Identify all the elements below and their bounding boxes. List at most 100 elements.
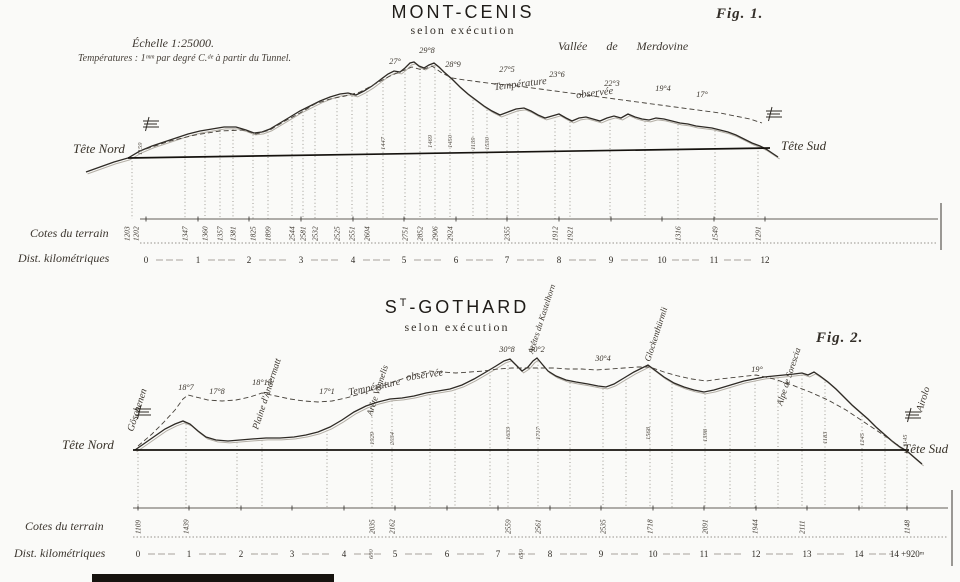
tunnel-portal-icon [135, 404, 151, 420]
terrain-elevation-value: 2532 [311, 226, 320, 241]
fig2-north-portal-label: Tête Nord [62, 437, 114, 452]
profile-elevation-mark: 1245 [859, 432, 866, 446]
terrain-elevation-value: 1203 [123, 226, 132, 241]
profile-elevation-mark: 1447 [380, 136, 387, 150]
place-name-label: Glockenthürmli [642, 305, 669, 362]
fig2-figure-label: Fig. 2. [816, 330, 864, 346]
temperature-value: 29°8 [419, 46, 435, 55]
tunnel-line [127, 147, 771, 159]
terrain-elevation-value: 1439 [182, 519, 191, 534]
fig1-temperature-note: Températures : 1ᵐᵐ par degré C.ᵈᵉ à part… [78, 53, 292, 64]
profile-elevation-mark: 2034 [389, 431, 396, 445]
temperature-dashed-curve [145, 65, 763, 150]
temperature-value: 18°15 [252, 378, 272, 387]
distance-value: 11 [700, 549, 709, 559]
temperature-value: 28°9 [445, 60, 461, 69]
terrain-elevation-value: 1202 [132, 226, 141, 241]
fig1-figure-label: Fig. 1. [716, 6, 764, 22]
distance-value: 8 [548, 549, 553, 559]
distance-value: 2 [247, 255, 252, 265]
terrain-elevation-value: 1381 [229, 226, 238, 241]
terrain-elevation-value: 2035 [368, 519, 377, 534]
terrain-elevation-value: 1718 [646, 519, 655, 534]
terrain-elevation-value: 2091 [701, 519, 710, 534]
distance-value: 13 [803, 549, 813, 559]
terrain-elevation-value: 2535 [599, 519, 608, 534]
fig1-north-portal-label: Tête Nord [73, 141, 125, 156]
terrain-elevation-value: 1944 [751, 519, 760, 534]
axis-extra-mark: 600 [368, 549, 375, 560]
distance-value: 14 +920ᵐ [890, 549, 925, 559]
fig1-subtitle: selon exécution [410, 23, 516, 37]
fig1-title: MONT-CENIS [391, 2, 535, 22]
terrain-elevation-value: 1360 [201, 226, 210, 241]
fig2-south-portal-label: Tête Sud [903, 441, 949, 456]
fig2-kilometric-distances-row-label: Dist. kilométriques [14, 546, 106, 560]
distance-value: 8 [557, 255, 562, 265]
fig2-title: ST-GOTHARD [384, 297, 530, 317]
fig2-subtitle: selon exécution [404, 320, 510, 334]
distance-value: 11 [710, 255, 719, 265]
tunnel-portal-icon [905, 407, 921, 423]
temperature-value: 17°1 [319, 387, 335, 396]
tunnel-portal-icon [766, 106, 782, 122]
profile-elevation-mark: 1929 [369, 431, 376, 445]
distance-value: 1 [196, 255, 201, 265]
profile-elevation-mark: 1717 [535, 426, 542, 440]
distance-value: 7 [505, 255, 510, 265]
temperature-value: 30°2 [528, 345, 545, 354]
temperature-value: 17° [696, 90, 708, 99]
distance-value: 5 [402, 255, 407, 265]
distance-value: 0 [136, 549, 141, 559]
tunnel-portal-icon [143, 116, 159, 132]
terrain-elevation-value: 2906 [431, 226, 440, 241]
profile-elevation-mark: 1183 [822, 431, 829, 444]
distance-value: 14 [855, 549, 865, 559]
distance-value: 2 [239, 549, 244, 559]
distance-value: 6 [454, 255, 459, 265]
temperature-value: 30°4 [594, 354, 611, 363]
temperature-value: 22°3 [604, 79, 620, 88]
terrain-elevation-value: 1109 [134, 520, 143, 534]
terrain-elevation-value: 2852 [416, 226, 425, 241]
terrain-elevation-value: 2551 [348, 226, 357, 241]
temperature-value: 17°8 [209, 387, 225, 396]
distance-value: 4 [351, 255, 356, 265]
temperature-value: 18°7 [178, 383, 194, 392]
terrain-profile-line [134, 357, 923, 465]
temperature-value: 19°4 [655, 84, 671, 93]
profile-elevation-mark: 1469 [427, 134, 434, 148]
profile-elevation-mark: 1450 [447, 134, 454, 148]
scan-artifact-bar [92, 574, 334, 582]
terrain-elevation-value: 1148 [903, 520, 912, 534]
terrain-elevation-value: 2581 [299, 226, 308, 241]
profile-elevation-mark: 1568 [645, 426, 652, 440]
profile-elevation-mark: 1530 [484, 136, 491, 150]
distance-value: 10 [658, 255, 668, 265]
distance-value: 1 [187, 549, 192, 559]
distance-value: 5 [393, 549, 398, 559]
profile-elevation-mark: 1145 [902, 434, 909, 447]
terrain-elevation-value: 2162 [388, 519, 397, 534]
distance-value: 9 [599, 549, 604, 559]
terrain-elevation-value: 1825 [249, 226, 258, 241]
terrain-elevation-value: 1899 [264, 226, 273, 241]
fig1-terrain-elevations-row-label: Cotes du terrain [30, 226, 109, 240]
terrain-elevation-value: 1912 [551, 226, 560, 241]
terrain-elevation-value: 2355 [503, 226, 512, 241]
profile-elevation-mark: 1139 [470, 137, 477, 150]
temperature-value: 30°8 [498, 345, 515, 354]
temperature-value: 27° [389, 57, 401, 66]
temperature-value: 19° [751, 365, 763, 374]
place-name-label: Göschenen [125, 387, 149, 433]
distance-value: 6 [445, 549, 450, 559]
terrain-elevation-value: 2544 [288, 226, 297, 241]
temperature-dashed-curve [137, 366, 899, 447]
temperature-value: 23°6 [549, 70, 565, 79]
distance-value: 12 [752, 549, 761, 559]
temperature-value: 27°5 [499, 65, 515, 74]
profile-elevation-mark: 1633 [505, 426, 512, 440]
terrain-elevation-value: 1921 [566, 226, 575, 241]
terrain-shadow-line [136, 359, 924, 467]
